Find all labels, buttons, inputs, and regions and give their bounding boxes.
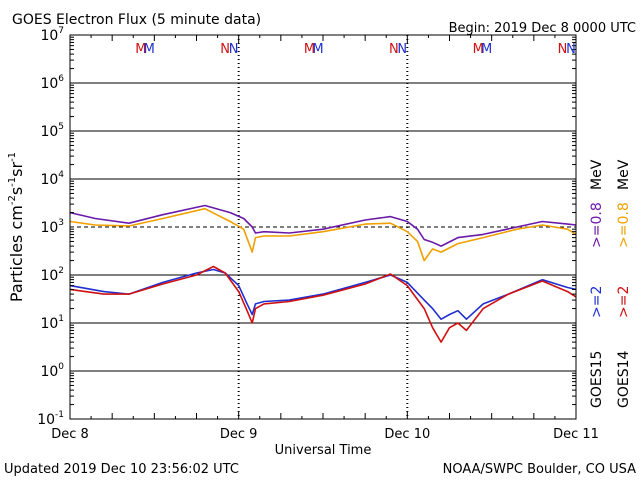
data-series <box>69 204 577 343</box>
credit-label: NOAA/SWPC Boulder, CO USA <box>443 462 636 477</box>
y-tick-label: 107 <box>40 26 64 44</box>
legend-entry: MeV <box>589 159 605 190</box>
legend-entry: >=2 <box>616 286 632 318</box>
y-tick-label: 100 <box>40 362 64 380</box>
x-tick-label: Dec 11 <box>553 427 599 442</box>
chart-title: GOES Electron Flux (5 minute data) <box>12 12 261 28</box>
marker-N: N <box>220 42 230 57</box>
x-tick-label: Dec 9 <box>220 427 258 442</box>
begin-time: Begin: 2019 Dec 8 0000 UTC <box>449 21 636 36</box>
y-tick-label: 101 <box>40 314 64 332</box>
marker-N: N <box>229 42 239 57</box>
marker-N: N <box>558 42 568 57</box>
legend-entry: >=0.8 <box>589 202 605 248</box>
x-axis-label: Universal Time <box>275 443 372 458</box>
x-tick-labels: Dec 8 Dec 9 Dec 10 Dec 11 <box>51 427 599 442</box>
grid-lines <box>70 82 576 372</box>
marker-M: M <box>144 42 155 57</box>
legend-entry: >=0.8 <box>616 202 632 248</box>
updated-timestamp: Updated 2019 Dec 10 23:56:02 UTC <box>4 462 239 477</box>
axis-ticks <box>69 35 577 419</box>
y-tick-label: 102 <box>40 266 64 284</box>
legend-entry: >=2 <box>589 286 605 318</box>
y-tick-label: 106 <box>40 74 64 92</box>
legend-entry: GOES14 <box>616 350 632 408</box>
y-tick-labels: 107 106 105 104 103 102 101 100 10-1 <box>37 26 64 428</box>
y-tick-label: 105 <box>40 122 64 140</box>
x-tick-label: Dec 8 <box>51 427 89 442</box>
y-tick-label: 104 <box>40 170 64 188</box>
marker-M: M <box>304 42 315 57</box>
marker-N: N <box>566 42 576 57</box>
marker-N: N <box>397 42 407 57</box>
x-tick-label: Dec 10 <box>384 427 430 442</box>
marker-M: M <box>135 42 146 57</box>
marker-N: N <box>389 42 399 57</box>
marker-M: M <box>312 42 323 57</box>
series-line-3 <box>69 265 577 343</box>
legend-entry: GOES15 <box>589 351 605 408</box>
marker-M: M <box>481 42 492 57</box>
local-time-markers: MM NN MM NN MM NN <box>135 42 576 57</box>
marker-M: M <box>473 42 484 57</box>
series-line-1 <box>69 207 577 262</box>
y-axis-label: Particles cm-2s-1sr-1 <box>7 152 26 302</box>
legend: GOES15 >=2 >=0.8 MeV GOES14 >=2 >=0.8 MeV <box>589 159 632 408</box>
series-line-0 <box>69 204 577 247</box>
y-tick-label: 103 <box>40 218 64 236</box>
legend-entry: MeV <box>616 159 632 190</box>
y-tick-label: 10-1 <box>37 410 64 428</box>
